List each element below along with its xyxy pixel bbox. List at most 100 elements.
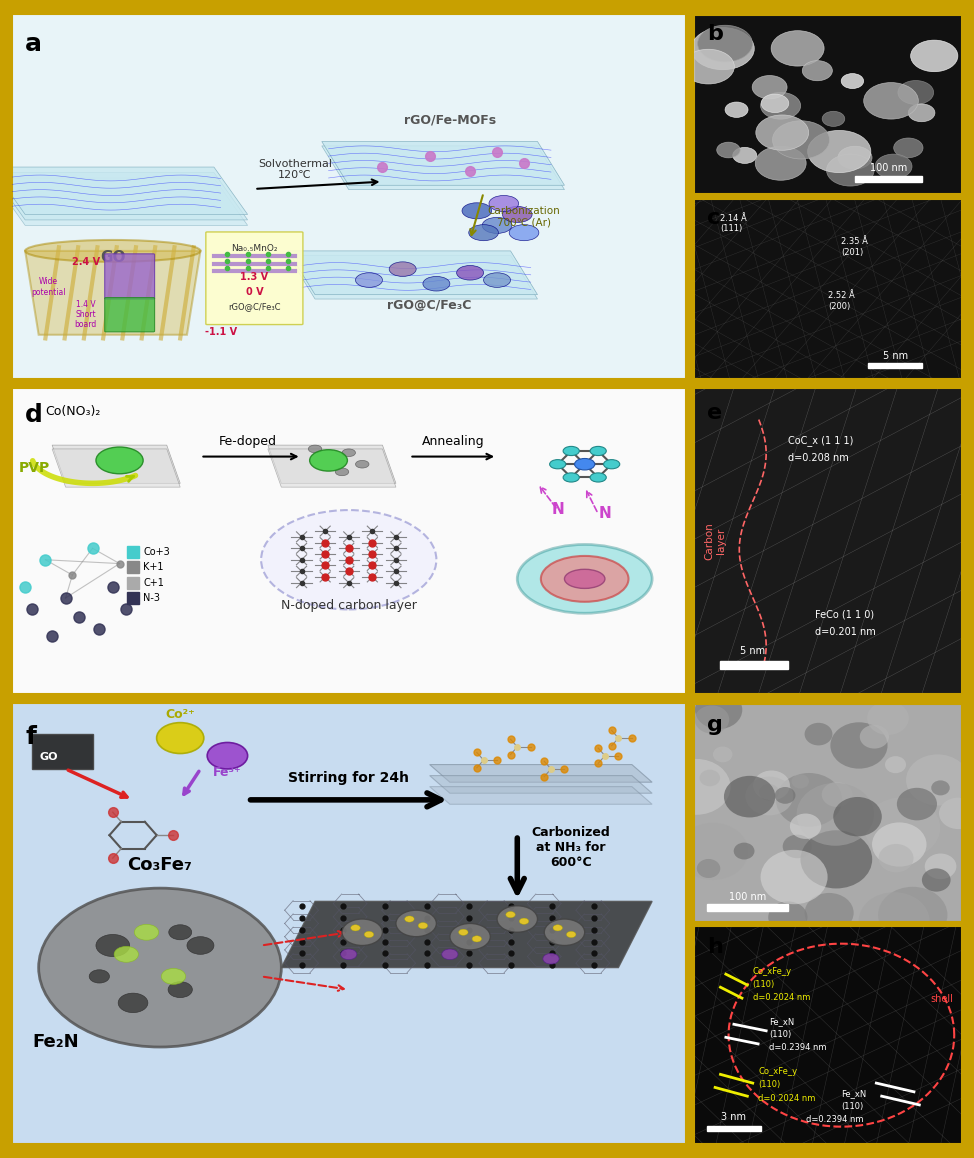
Text: N: N xyxy=(551,501,564,516)
FancyBboxPatch shape xyxy=(105,298,155,332)
Circle shape xyxy=(831,723,887,769)
Polygon shape xyxy=(430,776,653,793)
Circle shape xyxy=(489,196,518,212)
Circle shape xyxy=(472,936,481,941)
Circle shape xyxy=(879,844,914,872)
Circle shape xyxy=(157,723,204,754)
Text: d=0.2024 nm: d=0.2024 nm xyxy=(753,994,810,1003)
Circle shape xyxy=(169,925,192,940)
Ellipse shape xyxy=(565,570,605,588)
Circle shape xyxy=(567,931,576,938)
Text: e: e xyxy=(707,403,722,423)
Text: shell: shell xyxy=(930,995,953,1004)
Circle shape xyxy=(885,756,906,774)
Text: FeCo (1 1 0): FeCo (1 1 0) xyxy=(814,609,874,620)
Circle shape xyxy=(207,742,247,769)
Polygon shape xyxy=(0,173,247,220)
Circle shape xyxy=(405,916,414,922)
Text: 2.14 Å: 2.14 Å xyxy=(721,213,747,222)
Text: -1.1 V: -1.1 V xyxy=(205,327,237,337)
Circle shape xyxy=(335,468,349,476)
Circle shape xyxy=(457,265,483,280)
Text: Carbon
layer: Carbon layer xyxy=(704,522,726,559)
Text: h: h xyxy=(707,937,723,958)
Bar xyxy=(707,1126,761,1131)
Text: 0 V: 0 V xyxy=(245,287,263,296)
Circle shape xyxy=(553,925,562,931)
Circle shape xyxy=(860,725,889,748)
Circle shape xyxy=(162,968,186,984)
Bar xyxy=(707,904,788,910)
Circle shape xyxy=(872,822,926,866)
Circle shape xyxy=(134,924,159,940)
Ellipse shape xyxy=(541,556,628,602)
Text: CoC_x (1 1 1): CoC_x (1 1 1) xyxy=(788,434,853,446)
Circle shape xyxy=(423,277,450,291)
Text: Co_xFe_y: Co_xFe_y xyxy=(758,1068,798,1077)
Text: rGO@C/Fe₃C: rGO@C/Fe₃C xyxy=(388,299,471,313)
Circle shape xyxy=(755,146,806,181)
Bar xyxy=(868,364,922,368)
Bar xyxy=(721,661,788,669)
Circle shape xyxy=(114,946,138,962)
Circle shape xyxy=(341,950,356,960)
Circle shape xyxy=(261,510,436,609)
Polygon shape xyxy=(268,449,396,488)
Text: rGO@C/Fe₃C: rGO@C/Fe₃C xyxy=(228,302,281,312)
Circle shape xyxy=(506,911,515,917)
Text: 5 nm: 5 nm xyxy=(740,646,766,655)
Text: f: f xyxy=(25,725,36,749)
Circle shape xyxy=(774,787,796,804)
Text: K+1: K+1 xyxy=(143,563,164,572)
Circle shape xyxy=(894,138,923,157)
Text: 2.52 Å: 2.52 Å xyxy=(828,291,855,300)
Circle shape xyxy=(695,690,742,730)
Text: Co²⁺: Co²⁺ xyxy=(166,709,195,721)
Circle shape xyxy=(390,262,416,277)
Text: GO: GO xyxy=(40,753,58,762)
Polygon shape xyxy=(53,445,180,483)
Text: N-3: N-3 xyxy=(143,593,160,603)
FancyBboxPatch shape xyxy=(206,232,303,324)
Circle shape xyxy=(590,472,606,482)
Circle shape xyxy=(753,770,790,800)
Circle shape xyxy=(692,28,754,69)
Text: Stirring for 24h: Stirring for 24h xyxy=(288,771,409,785)
Text: (201): (201) xyxy=(842,248,864,257)
Circle shape xyxy=(544,919,584,945)
Text: 5 nm: 5 nm xyxy=(882,351,908,360)
Circle shape xyxy=(482,218,512,234)
Circle shape xyxy=(717,142,740,157)
Circle shape xyxy=(805,893,853,932)
Circle shape xyxy=(356,461,369,468)
Circle shape xyxy=(590,446,606,455)
Polygon shape xyxy=(288,251,538,294)
Text: Co_xFe_y: Co_xFe_y xyxy=(753,967,792,976)
Circle shape xyxy=(771,31,824,66)
Circle shape xyxy=(450,923,490,950)
Circle shape xyxy=(503,206,532,222)
Circle shape xyxy=(801,830,872,888)
Text: d=0.2394 nm: d=0.2394 nm xyxy=(806,1115,864,1124)
Circle shape xyxy=(483,273,510,287)
Circle shape xyxy=(519,918,529,924)
Circle shape xyxy=(759,784,779,800)
Circle shape xyxy=(756,115,808,151)
Text: g: g xyxy=(707,714,723,734)
Text: N-doped carbon layer: N-doped carbon layer xyxy=(281,600,417,613)
Circle shape xyxy=(827,154,874,186)
Circle shape xyxy=(842,74,864,88)
Circle shape xyxy=(898,81,934,104)
Circle shape xyxy=(906,754,969,806)
Circle shape xyxy=(924,853,956,879)
Circle shape xyxy=(713,747,732,762)
Circle shape xyxy=(563,446,580,455)
Polygon shape xyxy=(430,786,653,805)
Circle shape xyxy=(859,892,929,950)
Text: Fe_xN: Fe_xN xyxy=(768,1017,794,1026)
Text: Annealing: Annealing xyxy=(422,435,484,448)
Text: 1.3 V: 1.3 V xyxy=(241,272,269,283)
Circle shape xyxy=(797,783,874,845)
Polygon shape xyxy=(288,255,538,299)
Text: 2.35 Å: 2.35 Å xyxy=(842,237,868,245)
